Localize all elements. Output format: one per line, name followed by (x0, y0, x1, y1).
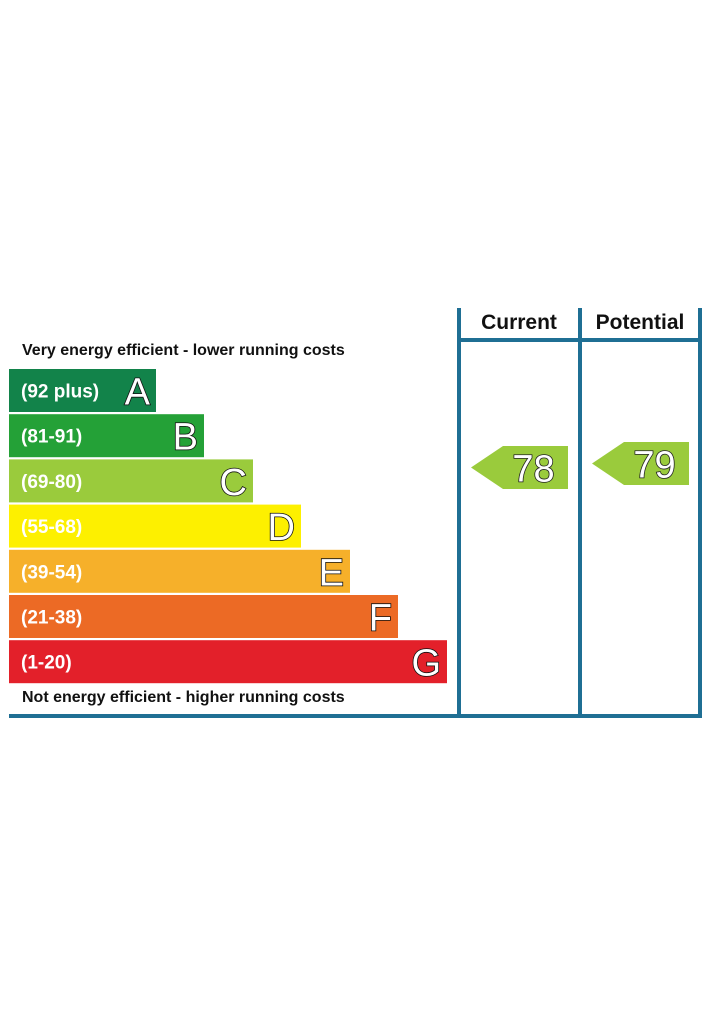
current-rating-arrow (471, 446, 568, 489)
band-f-letter: F (369, 598, 392, 640)
band-e-bar (9, 549, 350, 593)
bottom-caption: Not energy efficient - higher running co… (22, 689, 345, 706)
band-f-range: (21-38) (21, 608, 82, 629)
current-column-header: Current (481, 311, 557, 334)
band-d-range: (55-68) (21, 517, 82, 538)
band-b-bar (9, 414, 204, 458)
rating-bands: (92 plus) A (81-91) B (69-80) C (55-68) D (39-54… (9, 369, 447, 686)
band-f-bar (9, 595, 398, 638)
band-g-range: (1-20) (21, 653, 72, 674)
band-b-range: (81-91) (21, 427, 82, 448)
current-rating-value: 78 (512, 449, 554, 491)
band-a-letter: A (125, 372, 151, 414)
potential-rating-value: 79 (633, 445, 675, 487)
band-d-bar (9, 504, 301, 548)
chart-frame (9, 308, 702, 718)
potential-rating-arrow (592, 442, 689, 485)
potential-column-header: Potential (596, 311, 685, 334)
band-g-bar (9, 640, 447, 684)
band-e-letter: E (319, 552, 344, 594)
top-caption: Very energy efficient - lower running co… (22, 342, 345, 359)
band-c-letter: C (220, 462, 247, 504)
band-c-bar (9, 459, 253, 503)
band-a-range: (92 plus) (21, 382, 99, 403)
band-c-range: (69-80) (21, 472, 82, 493)
band-g-letter: G (411, 643, 441, 685)
band-d-letter: D (268, 507, 295, 549)
rating-arrows: 78 79 (471, 442, 689, 491)
band-a-bar (9, 369, 156, 412)
band-b-letter: B (173, 417, 198, 459)
band-e-range: (39-54) (21, 562, 82, 583)
